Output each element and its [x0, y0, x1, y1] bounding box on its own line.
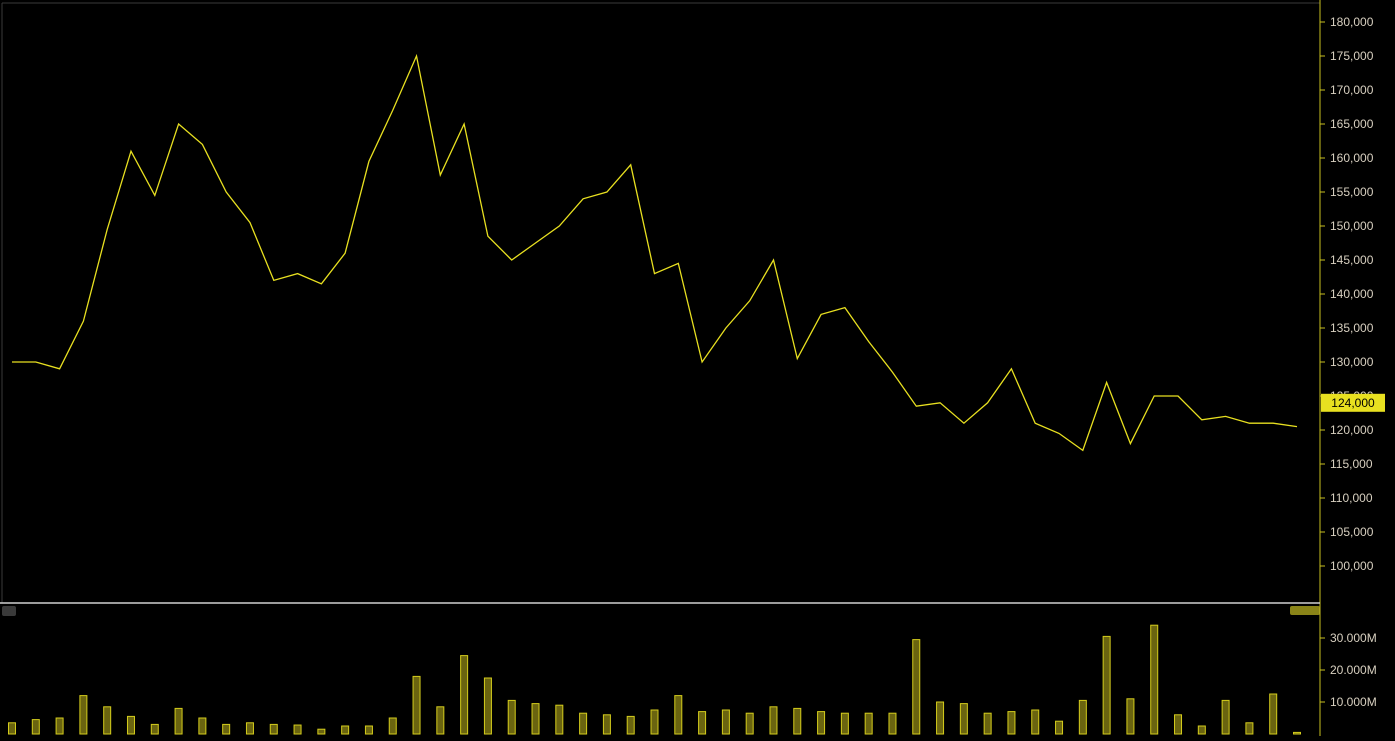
volume-tick-label: 30.000M [1330, 631, 1377, 645]
volume-bar [436, 706, 445, 735]
volume-bar [1078, 699, 1087, 735]
last-value-label: 124,000 [1331, 396, 1375, 410]
volume-bar [317, 728, 326, 735]
volume-bar [460, 655, 469, 735]
volume-bar [341, 725, 350, 735]
volume-bar [483, 677, 492, 735]
volume-bar [293, 724, 302, 735]
y-tick-label: 100,000 [1330, 559, 1374, 573]
volume-bar [936, 701, 945, 735]
volume-bar [555, 704, 564, 735]
volume-tick-label: 20.000M [1330, 663, 1377, 677]
volume-bar [674, 695, 683, 735]
y-tick-label: 135,000 [1330, 321, 1374, 335]
volume-bar [150, 723, 159, 735]
y-tick-label: 140,000 [1330, 287, 1374, 301]
volume-bar [55, 717, 64, 735]
y-tick-label: 115,000 [1330, 457, 1373, 471]
y-tick-label: 155,000 [1330, 185, 1374, 199]
volume-bar [579, 712, 588, 735]
volume-bar [698, 711, 707, 735]
volume-bar [1197, 725, 1206, 735]
volume-bar [626, 715, 635, 735]
volume-bar [1126, 698, 1135, 735]
volume-bar [1031, 709, 1040, 735]
y-tick-label: 175,000 [1330, 49, 1374, 63]
volume-bar [126, 715, 135, 735]
volume-bar [1174, 714, 1183, 735]
volume-bar [1150, 624, 1159, 735]
volume-bar [388, 717, 397, 735]
volume-bar [103, 706, 112, 735]
volume-bar [817, 711, 826, 735]
volume-bar [602, 714, 611, 735]
volume-bar [769, 706, 778, 735]
volume-bar [840, 712, 849, 735]
volume-bar [198, 717, 207, 735]
volume-bar [721, 709, 730, 735]
y-tick-label: 105,000 [1330, 525, 1374, 539]
volume-bar [1102, 635, 1111, 735]
volume-bar [888, 712, 897, 735]
panel-controls-right [1290, 606, 1320, 615]
y-tick-label: 170,000 [1330, 83, 1374, 97]
volume-bar [745, 712, 754, 735]
volume-bar [79, 695, 88, 735]
price-line [12, 53, 1298, 452]
volume-bar [864, 712, 873, 735]
y-tick-label: 160,000 [1330, 151, 1374, 165]
volume-bar [1221, 699, 1230, 735]
volume-bar [222, 723, 231, 735]
volume-bar [912, 639, 921, 735]
volume-bar [959, 703, 968, 735]
volume-bar [1055, 720, 1064, 735]
volume-bar [1293, 731, 1301, 735]
volume-panel: 10.000M 20.000M 30.000M [2, 606, 1377, 735]
volume-bar [983, 712, 992, 735]
volume-bar [269, 723, 278, 735]
y-tick-label: 150,000 [1330, 219, 1374, 233]
volume-bar [793, 707, 802, 735]
volume-bar [245, 722, 254, 735]
y-tick-label: 180,000 [1330, 15, 1374, 29]
volume-bar [412, 675, 421, 735]
volume-bar [650, 709, 659, 735]
volume-tick-label: 10.000M [1330, 695, 1377, 709]
y-tick-label: 130,000 [1330, 355, 1374, 369]
panel-handle-left [2, 606, 16, 616]
y-tick-label: 165,000 [1330, 117, 1374, 131]
y-tick-label: 120,000 [1330, 423, 1374, 437]
volume-bar [531, 703, 540, 735]
y-tick-label: 145,000 [1330, 253, 1374, 267]
volume-bar [364, 725, 373, 735]
volume-bar [8, 722, 16, 735]
y-tick-label: 110,000 [1330, 491, 1373, 505]
volume-bar [1007, 711, 1016, 735]
volume-bar [31, 719, 40, 735]
price-panel: 100,000105,000110,000115,000120,000125,0… [1, 2, 1385, 603]
volume-bar [507, 699, 516, 735]
last-value-badge [1321, 393, 1385, 412]
volume-bar [1245, 722, 1254, 735]
volume-bar [1269, 693, 1278, 735]
volume-bar [174, 707, 183, 735]
